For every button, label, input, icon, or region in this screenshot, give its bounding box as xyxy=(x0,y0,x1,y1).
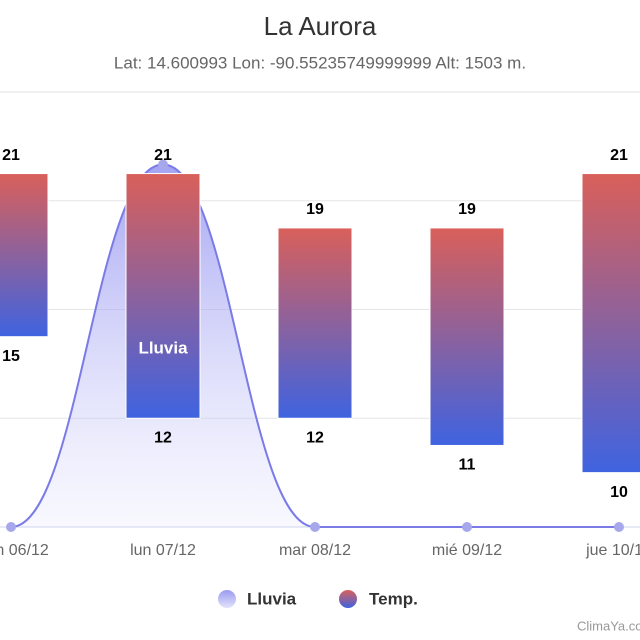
rain-point xyxy=(614,522,624,532)
x-tick-label: mar 08/12 xyxy=(279,542,351,559)
legend-label: Temp. xyxy=(369,589,418,608)
low-label: 12 xyxy=(154,429,172,446)
legend-label: Lluvia xyxy=(247,589,297,608)
temp-bar xyxy=(0,173,49,338)
high-label: 19 xyxy=(306,201,324,218)
low-label: 15 xyxy=(2,348,20,365)
temp-bar xyxy=(125,173,201,419)
high-label: 21 xyxy=(2,147,20,164)
rain-point xyxy=(462,522,472,532)
series-label: Lluvia xyxy=(138,338,188,357)
low-label: 12 xyxy=(306,429,324,446)
temp-bar xyxy=(581,173,640,474)
x-tick-label: lun 07/12 xyxy=(130,542,196,559)
legend-symbol xyxy=(218,590,236,608)
credits: ClimaYa.com xyxy=(577,618,640,633)
chart-title: La Aurora xyxy=(264,11,377,41)
legend-symbol xyxy=(339,590,357,608)
rain-point xyxy=(310,522,320,532)
temp-bar xyxy=(277,227,353,419)
rain-point xyxy=(6,522,16,532)
chart-subtitle: Lat: 14.600993 Lon: -90.55235749999999 A… xyxy=(114,53,526,72)
x-tick-label: mié 09/12 xyxy=(432,542,502,559)
x-tick-label: dom 06/12 xyxy=(0,542,49,559)
rain-line xyxy=(10,163,619,528)
high-label: 21 xyxy=(154,147,172,164)
low-label: 10 xyxy=(610,484,628,501)
temp-bar xyxy=(429,227,505,446)
x-tick-label: jue 10/12 xyxy=(585,542,640,559)
rain-point xyxy=(158,159,168,170)
low-label: 11 xyxy=(459,457,476,474)
high-label: 21 xyxy=(610,147,628,164)
high-label: 19 xyxy=(458,201,476,218)
